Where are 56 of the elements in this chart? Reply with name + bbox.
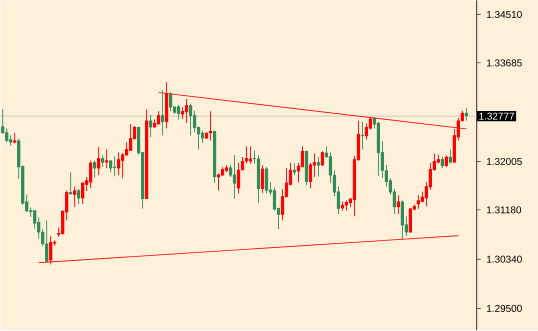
candlestick <box>9 135 12 147</box>
candlestick <box>13 132 16 144</box>
candlestick <box>396 194 400 215</box>
candlestick <box>464 108 468 122</box>
candlestick <box>129 124 132 152</box>
y-tick-label: 1.34510 <box>487 11 522 18</box>
candlestick <box>400 200 404 240</box>
candlestick <box>69 172 72 196</box>
ref-line-label: 1.32777 <box>479 112 514 120</box>
candlestick <box>448 149 452 164</box>
candlestick <box>316 156 320 178</box>
candlestick <box>5 128 8 144</box>
candlestick <box>308 162 312 189</box>
candlestick <box>312 153 316 178</box>
candlestick <box>208 111 212 142</box>
candlestick <box>300 146 304 168</box>
candlestick <box>77 188 80 205</box>
candlestick <box>416 194 420 210</box>
y-tick-label: 1.30340 <box>487 256 522 263</box>
y-tick-label: 1.32005 <box>487 158 522 166</box>
candlestick <box>360 122 364 150</box>
candlestick <box>45 220 48 264</box>
candlestick <box>216 173 220 192</box>
candlestick <box>101 155 104 168</box>
candlestick <box>117 152 120 176</box>
y-tick-label: 1.31180 <box>487 206 522 214</box>
candlestick <box>160 90 164 136</box>
candlestick <box>73 186 76 208</box>
candlestick <box>344 200 348 212</box>
candlestick <box>184 98 188 124</box>
candlestick <box>156 111 160 125</box>
candlestick <box>440 156 444 169</box>
candlestick <box>109 160 112 173</box>
candlestick <box>97 146 100 176</box>
candlestick <box>105 149 108 169</box>
candlestick <box>232 155 236 200</box>
candlestick <box>320 150 324 167</box>
candlestick <box>89 160 92 189</box>
candlestick <box>272 187 276 212</box>
candlestick <box>236 162 240 194</box>
y-tick-label: 1.29500 <box>487 305 522 312</box>
candlestick <box>121 152 124 179</box>
candlestick <box>148 114 152 138</box>
candlestick <box>168 92 172 112</box>
candlestick <box>264 166 268 194</box>
candlestick <box>200 130 204 144</box>
candlestick <box>113 156 116 178</box>
candlestick <box>292 163 296 176</box>
candlestick <box>444 155 448 168</box>
candlestick <box>260 165 264 194</box>
candlestick <box>248 146 252 164</box>
candlestick <box>408 208 412 234</box>
y-tick-label: 1.33685 <box>487 60 522 67</box>
candlestick <box>93 160 96 178</box>
candlestick <box>188 103 192 136</box>
candlestick <box>176 104 180 120</box>
